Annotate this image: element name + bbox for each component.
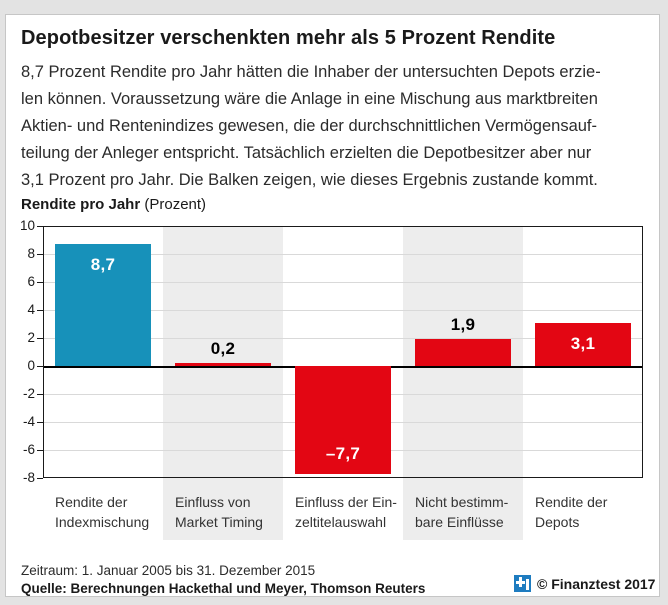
y-axis-tick (37, 365, 43, 367)
x-axis-category-line: Rendite der (535, 494, 608, 510)
x-axis-category-label: Rendite der Depots (535, 492, 639, 532)
x-axis-category-line: bare Einflüsse (415, 514, 504, 530)
x-axis-category-label: Einfluss der Ein-zeltitelauswahl (295, 492, 399, 532)
y-axis-label: 2 (27, 330, 35, 345)
y-axis-label: 0 (27, 358, 35, 373)
x-axis-category-line: zeltitelauswahl (295, 514, 387, 530)
column-stripe (163, 226, 283, 540)
bar (175, 363, 271, 366)
page-title: Depotbesitzer verschenkten mehr als 5 Pr… (21, 27, 556, 49)
x-axis-category-line: Einfluss der Ein- (295, 494, 397, 510)
y-axis-tick (37, 253, 43, 255)
y-axis-tick (37, 393, 43, 395)
intro-text: 8,7 Prozent Rendite pro Jahr hätten die … (21, 59, 653, 194)
source-note: Quelle: Berechnungen Hackethal und Meyer… (21, 581, 426, 596)
bar (415, 339, 511, 366)
period-note: Zeitraum: 1. Januar 2005 bis 31. Dezembe… (21, 563, 316, 578)
y-axis-tick (37, 309, 43, 311)
y-axis-label: -4 (22, 414, 35, 429)
y-axis-label: 8 (27, 246, 35, 261)
x-axis-category-line: Einfluss von (175, 494, 251, 510)
y-axis-label: 6 (27, 274, 35, 289)
gridline (43, 310, 643, 311)
y-axis-label: -8 (22, 470, 35, 485)
y-axis-tick (37, 421, 43, 423)
y-axis-tick (37, 225, 43, 227)
bar (535, 322, 631, 366)
y-axis-tick (37, 477, 43, 479)
x-axis-category-label: Rendite der Indexmischung (55, 492, 159, 532)
bar-value-label: –7,7 (325, 443, 361, 463)
y-axis-label: -2 (22, 386, 35, 401)
intro-line: teilung der Anleger entspricht. Tatsächl… (21, 144, 592, 162)
bar-chart-plot-area: 8,7 0,2 –7,7 1,9 3,1 10 8 6 4 2 0 -2 -4 -6 -8 Rendite d… (20, 218, 643, 540)
x-axis-category-line: Indexmischung (55, 514, 150, 530)
bar (295, 366, 391, 474)
brand-mark: © Finanztest 2017 (514, 575, 655, 592)
axis-title-unit: (Prozent) (144, 196, 207, 213)
column-stripe (403, 226, 523, 540)
x-axis-category-line: Depots (535, 514, 580, 530)
bar-value-label: 8,7 (90, 255, 116, 275)
intro-line: 3,1 Prozent pro Jahr. Die Balken zeigen,… (21, 171, 598, 189)
y-axis-tick (37, 449, 43, 451)
bar-value-label: 1,9 (450, 315, 476, 335)
y-axis-tick (37, 337, 43, 339)
y-axis-tick (37, 281, 43, 283)
intro-line: Aktien- und Rentenindizes gewesen, die d… (21, 117, 598, 135)
bar-value-label: 3,1 (570, 333, 596, 353)
x-axis-category-line: Rendite der (55, 494, 128, 510)
chart-card: Depotbesitzer verschenkten mehr als 5 Pr… (5, 14, 660, 597)
bar (55, 244, 151, 366)
finanztest-logo-icon (514, 575, 531, 592)
y-axis-label: -6 (22, 442, 35, 457)
axis-title: Rendite pro Jahr (Prozent) (21, 196, 206, 213)
bar-value-label: 0,2 (210, 339, 236, 359)
intro-line: 8,7 Prozent Rendite pro Jahr hätten die … (21, 63, 601, 81)
x-axis-category-line: Nicht bestimm- (415, 494, 509, 510)
gridline (43, 338, 643, 339)
x-axis-category-label: Einfluss von Market Timing (175, 492, 279, 532)
intro-line: len können. Voraussetzung wäre die Anlag… (21, 90, 598, 108)
y-axis-label: 10 (19, 218, 35, 233)
axis-title-bold: Rendite pro Jahr (21, 196, 141, 213)
x-axis-category-line: Market Timing (175, 514, 263, 530)
y-axis-label: 4 (27, 302, 35, 317)
gridline (43, 254, 643, 255)
copyright-label: © Finanztest 2017 (537, 575, 656, 592)
x-axis-category-label: Nicht bestimm-bare Einflüsse (415, 492, 519, 532)
gridline (43, 282, 643, 283)
